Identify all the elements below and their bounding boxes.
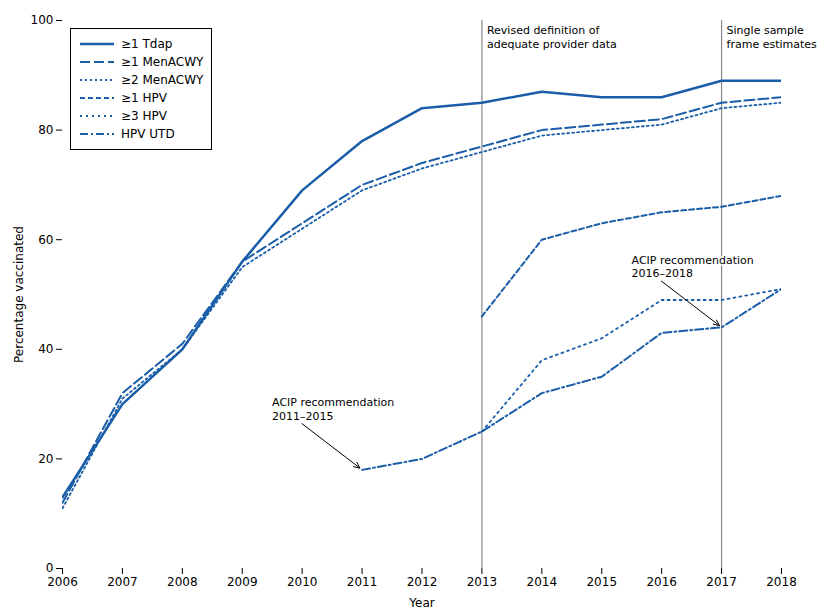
- svg-text:2018: 2018: [766, 575, 797, 589]
- svg-text:2009: 2009: [227, 575, 258, 589]
- svg-text:Year: Year: [408, 596, 434, 610]
- svg-text:ACIP recommendation2011–2015: ACIP recommendation2011–2015: [272, 396, 394, 423]
- html-text:HPV UTD: HPV UTD: [121, 127, 175, 141]
- html-text:≥1 Tdap: ≥1 Tdap: [121, 37, 173, 51]
- svg-text:80: 80: [38, 123, 53, 137]
- svg-text:Single sampleframe estimates: Single sampleframe estimates: [727, 24, 818, 51]
- svg-text:2016: 2016: [646, 575, 677, 589]
- svg-text:0: 0: [46, 561, 54, 575]
- svg-text:2006: 2006: [47, 575, 78, 589]
- html-text:≥1 HPV: ≥1 HPV: [121, 91, 167, 105]
- svg-text:Percentage vaccinated: Percentage vaccinated: [12, 226, 26, 363]
- html-text:≥2 MenACWY: ≥2 MenACWY: [121, 73, 204, 87]
- svg-text:2007: 2007: [107, 575, 138, 589]
- html-text:≥1 MenACWY: ≥1 MenACWY: [121, 55, 204, 69]
- svg-text:60: 60: [38, 233, 53, 247]
- svg-text:2013: 2013: [467, 575, 498, 589]
- svg-text:ACIP recommendation2016–2018: ACIP recommendation2016–2018: [632, 254, 754, 281]
- svg-text:2008: 2008: [167, 575, 198, 589]
- svg-text:100: 100: [31, 13, 54, 27]
- html-text:≥3 HPV: ≥3 HPV: [121, 109, 167, 123]
- svg-text:2011: 2011: [347, 575, 378, 589]
- svg-text:2014: 2014: [527, 575, 558, 589]
- svg-text:2015: 2015: [586, 575, 617, 589]
- svg-text:2017: 2017: [706, 575, 737, 589]
- svg-text:20: 20: [38, 452, 53, 466]
- svg-text:40: 40: [38, 342, 53, 356]
- svg-text:2010: 2010: [287, 575, 318, 589]
- svg-text:Revised definition ofadequate: Revised definition ofadequate provider d…: [487, 24, 617, 51]
- svg-text:2012: 2012: [407, 575, 438, 589]
